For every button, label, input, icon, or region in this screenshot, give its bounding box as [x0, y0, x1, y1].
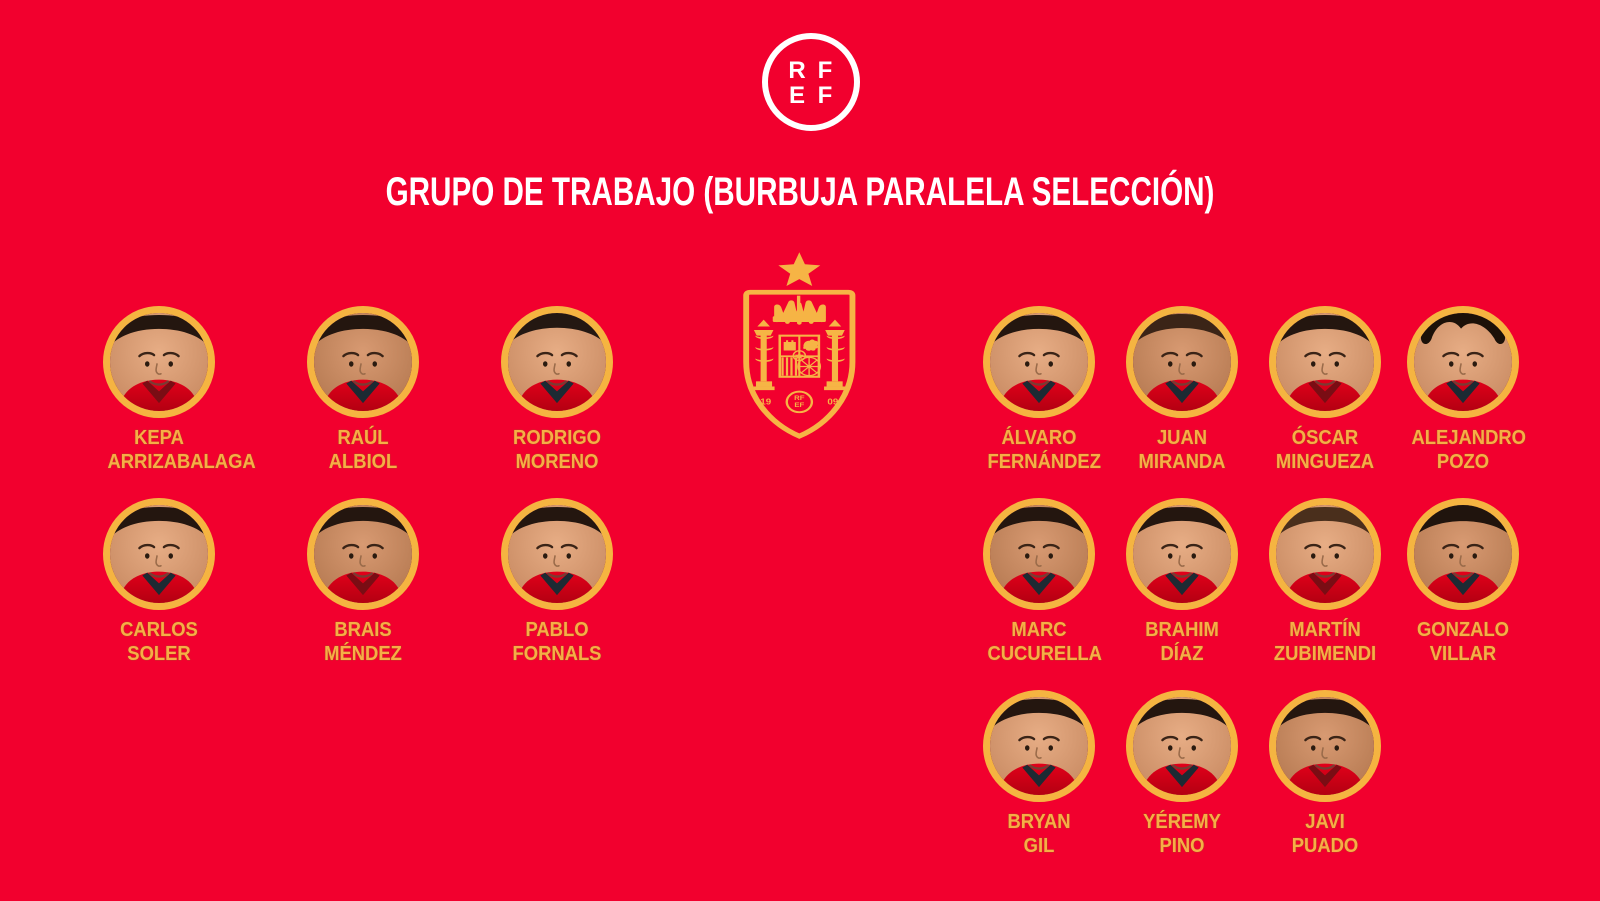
svg-text:09: 09 [827, 398, 838, 407]
svg-text:19: 19 [760, 398, 771, 407]
svg-text:EF: EF [794, 402, 805, 409]
